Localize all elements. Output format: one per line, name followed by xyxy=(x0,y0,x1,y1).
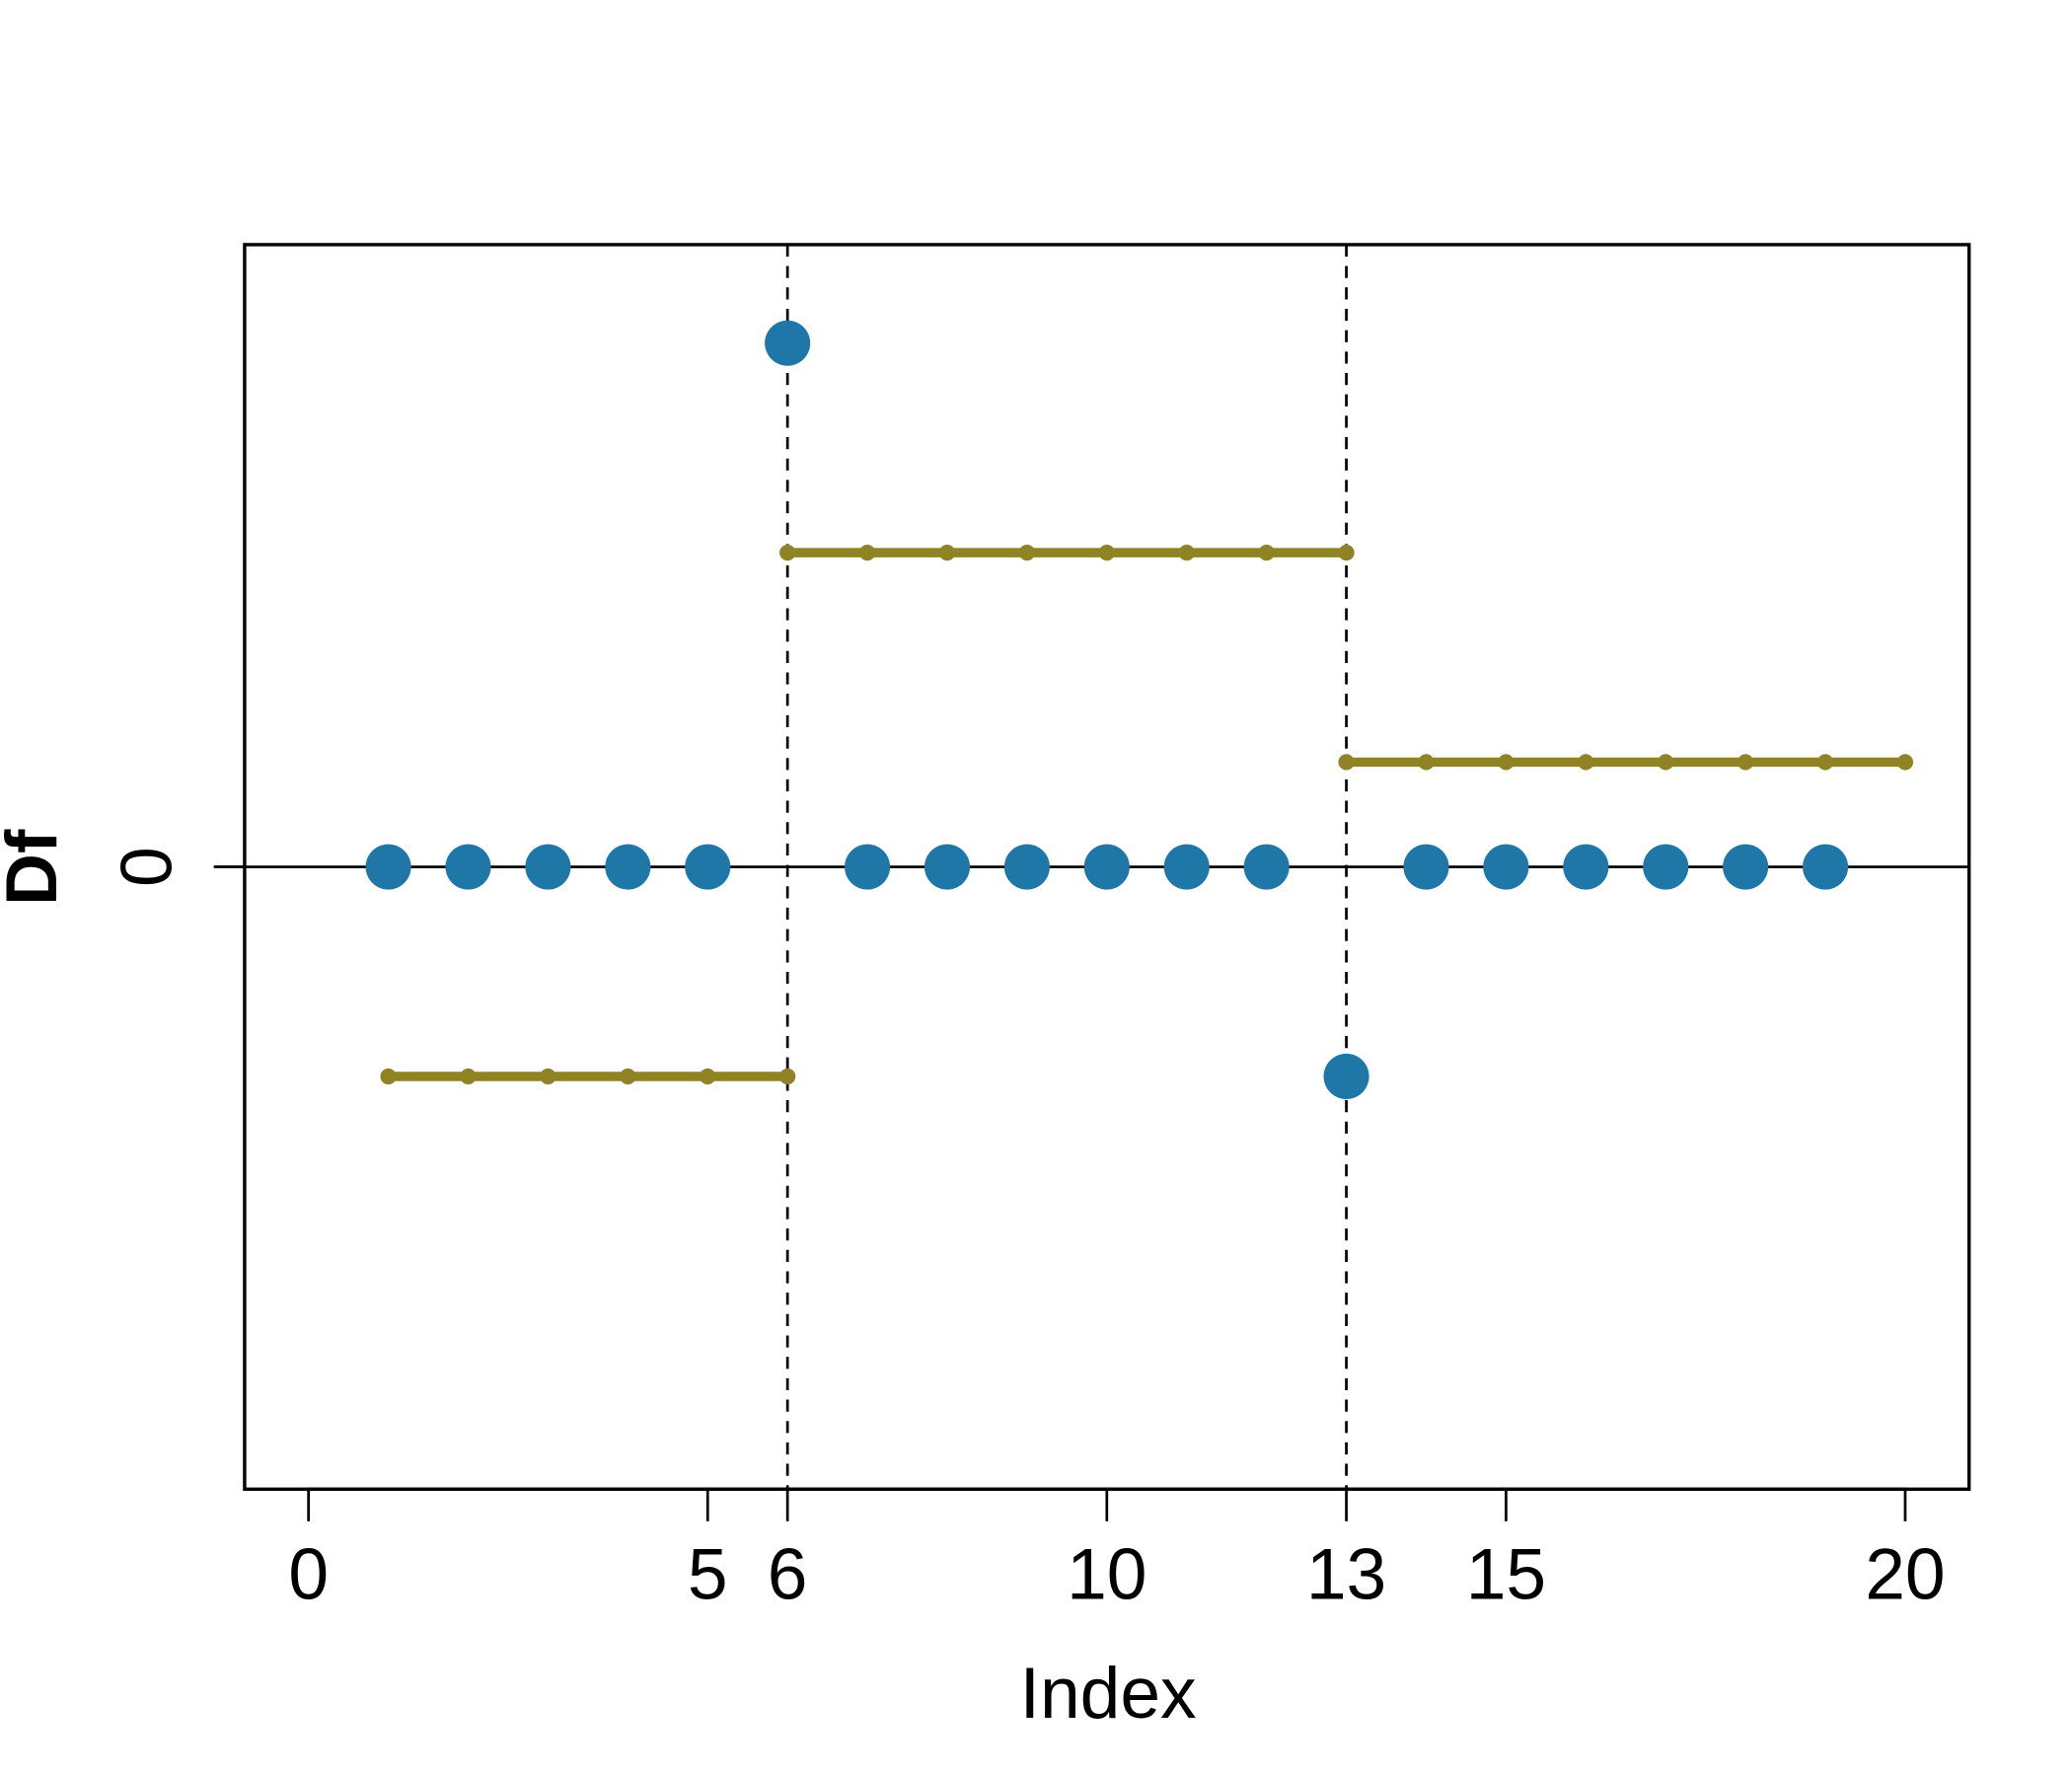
fit-point xyxy=(1018,544,1036,561)
y-tick-label: 0 xyxy=(106,847,186,887)
x-axis-label: Index xyxy=(1020,1653,1197,1734)
data-point xyxy=(525,844,571,890)
fit-point xyxy=(1338,754,1355,771)
data-point xyxy=(1723,844,1769,890)
data-point xyxy=(605,844,651,890)
fit-point xyxy=(540,1068,556,1085)
x-tick-label: 10 xyxy=(1067,1533,1147,1614)
x-tick-label: 15 xyxy=(1466,1533,1546,1614)
data-point xyxy=(445,844,491,890)
data-point xyxy=(1083,844,1130,890)
fit-point xyxy=(779,1068,796,1085)
fit-point xyxy=(1578,754,1594,771)
fit-point xyxy=(1737,754,1754,771)
fit-point xyxy=(1896,754,1914,771)
data-point xyxy=(1163,844,1210,890)
fit-point xyxy=(1816,754,1834,771)
x-tick-label: 20 xyxy=(1865,1533,1945,1614)
fit-point xyxy=(620,1068,636,1085)
data-point xyxy=(1403,844,1449,890)
x-tick-label: 13 xyxy=(1306,1533,1386,1614)
fit-point xyxy=(460,1068,477,1085)
data-point xyxy=(924,844,971,890)
fit-point xyxy=(1178,544,1195,561)
data-point xyxy=(685,844,731,890)
data-point xyxy=(845,844,891,890)
y-axis-label: Df xyxy=(0,829,72,906)
fit-point xyxy=(1418,754,1435,771)
data-point xyxy=(1483,844,1529,890)
x-tick-label: 6 xyxy=(768,1533,808,1614)
data-point xyxy=(1323,1053,1369,1099)
x-tick-label: 5 xyxy=(688,1533,728,1614)
fit-point xyxy=(1498,754,1515,771)
fit-point xyxy=(1338,544,1355,561)
data-point xyxy=(365,844,411,890)
fit-point xyxy=(779,544,796,561)
data-point xyxy=(1003,844,1050,890)
data-point xyxy=(1803,844,1849,890)
fit-point xyxy=(700,1068,716,1085)
x-tick-label: 0 xyxy=(288,1533,329,1614)
data-point xyxy=(1563,844,1609,890)
fit-point xyxy=(938,544,956,561)
fit-point xyxy=(1658,754,1674,771)
data-point xyxy=(765,320,811,366)
fit-point xyxy=(858,544,876,561)
fit-point xyxy=(380,1068,397,1085)
data-point xyxy=(1243,844,1290,890)
data-point xyxy=(1643,844,1689,890)
fit-point xyxy=(1098,544,1115,561)
fit-point xyxy=(1258,544,1275,561)
